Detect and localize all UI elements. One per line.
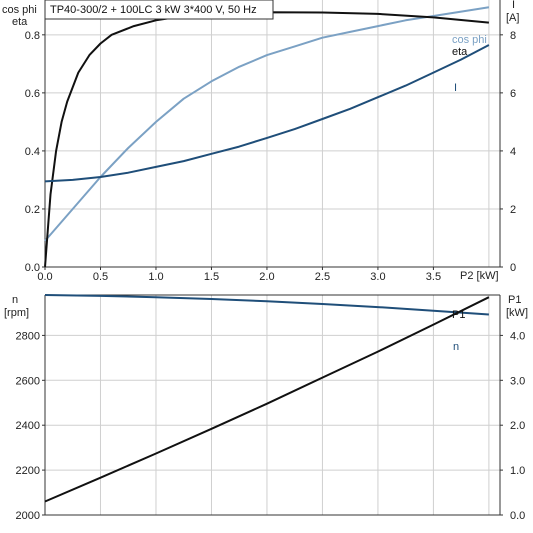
panel2-grid bbox=[44, 295, 500, 516]
x-tick-label-5: 2.5 bbox=[315, 271, 330, 283]
series-line-cos-phi bbox=[44, 6, 490, 242]
series-line-p1 bbox=[44, 296, 490, 503]
series-line-eta bbox=[44, 11, 489, 268]
panel2-axes bbox=[44, 294, 501, 516]
left-tick-label-3: 0.6 bbox=[25, 88, 40, 100]
left-tick-label-1: 2200 bbox=[16, 465, 40, 477]
series-label-current: I bbox=[454, 82, 457, 94]
left-tick-label-3: 2600 bbox=[16, 375, 40, 387]
left-tick-label-4: 0.8 bbox=[25, 30, 40, 42]
panel2-series bbox=[44, 294, 490, 503]
panel1-ticks: 0.0 0.2 0.4 0.6 0.8 0 2 4 6 8 0.0 0.5 1.0 1.5 2.0 2.5 3.… bbox=[25, 30, 516, 283]
series-line-n bbox=[44, 294, 489, 316]
chart-title: TP40-300/2 + 100LC 3 kW 3*400 V, 50 Hz bbox=[50, 4, 257, 16]
title-box bbox=[44, 0, 274, 20]
right-tick-label-4: 8 bbox=[510, 30, 516, 42]
left-tick-label-0: 0.0 bbox=[25, 262, 40, 274]
right-tick-label-2: 4 bbox=[510, 146, 516, 158]
right-tick-label-3: 3.0 bbox=[510, 375, 525, 387]
x-axis-label: P2 [kW] bbox=[460, 270, 499, 282]
series-label-eta: eta bbox=[452, 46, 468, 58]
x-tick-label-6: 3.0 bbox=[370, 271, 385, 283]
y-right-label-line2: [A] bbox=[506, 12, 519, 24]
y-left-label-rpm: [rpm] bbox=[4, 307, 29, 319]
left-tick-label-4: 2800 bbox=[16, 330, 40, 342]
x-tick-label-0: 0.0 bbox=[37, 271, 52, 283]
panel1-plot-area bbox=[45, 0, 500, 267]
y-left-label-line1: cos phi bbox=[2, 4, 37, 16]
performance-panel: 0.0 0.2 0.4 0.6 0.8 0 2 4 6 8 0.0 0.5 1.0 1.5 2.0 2.5 3.… bbox=[2, 0, 519, 283]
right-tick-label-0: 0.0 bbox=[510, 510, 525, 522]
speed-power-panel: 2000 2200 2400 2600 2800 0.0 1.0 2.0 3.0 4.0 n [r… bbox=[4, 294, 528, 522]
panel1-axes bbox=[44, 0, 501, 268]
right-tick-label-2: 2.0 bbox=[510, 420, 525, 432]
x-tick-label-4: 2.0 bbox=[259, 271, 274, 283]
y-left-label-line2: eta bbox=[12, 16, 28, 28]
left-tick-label-2: 2400 bbox=[16, 420, 40, 432]
x-tick-label-1: 0.5 bbox=[93, 271, 108, 283]
left-tick-label-1: 0.2 bbox=[25, 204, 40, 216]
y-left-label-n: n bbox=[12, 294, 18, 306]
x-tick-label-3: 1.5 bbox=[204, 271, 219, 283]
x-tick-label-2: 1.0 bbox=[148, 271, 163, 283]
y-right-label-kw: [kW] bbox=[506, 307, 528, 319]
right-tick-label-0: 0 bbox=[510, 262, 516, 274]
series-line-i bbox=[44, 44, 490, 183]
series-label-p1: P1 bbox=[452, 309, 465, 321]
y-right-label-line1: I bbox=[512, 0, 515, 11]
x-tick-label-7: 3.5 bbox=[426, 271, 441, 283]
left-tick-label-2: 0.4 bbox=[25, 146, 40, 158]
right-tick-label-1: 1.0 bbox=[510, 465, 525, 477]
right-tick-label-3: 6 bbox=[510, 88, 516, 100]
right-tick-label-1: 2 bbox=[510, 204, 516, 216]
right-tick-label-4: 4.0 bbox=[510, 330, 525, 342]
panel1-series bbox=[44, 6, 490, 268]
series-label-cos-phi: cos phi bbox=[452, 34, 487, 46]
panel2-ticks: 2000 2200 2400 2600 2800 0.0 1.0 2.0 3.0 4.0 bbox=[16, 330, 526, 522]
y-right-label-p1: P1 bbox=[508, 294, 521, 306]
series-label-n: n bbox=[453, 341, 459, 353]
left-tick-label-0: 2000 bbox=[16, 510, 40, 522]
